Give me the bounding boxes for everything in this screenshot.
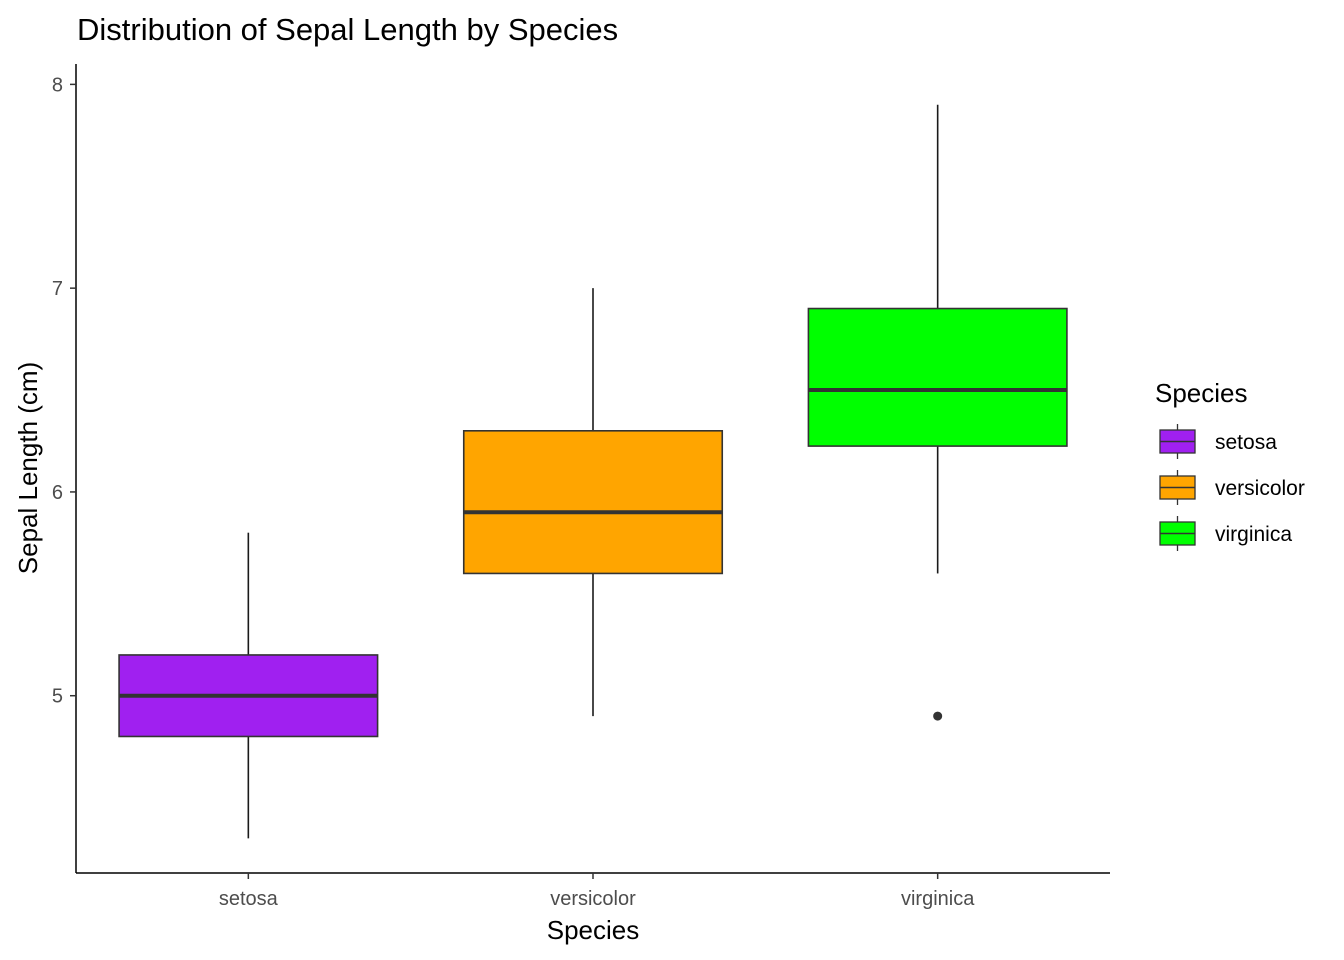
x-axis-title: Species xyxy=(547,915,640,945)
legend: Species setosa versicolor virginica xyxy=(1155,378,1305,551)
box-versicolor xyxy=(462,430,724,575)
y-axis-ticks: 5 6 7 8 xyxy=(52,74,76,708)
x-axis-ticks: setosa versicolor virginica xyxy=(219,873,975,910)
y-tick-label-6: 6 xyxy=(52,482,63,504)
legend-label-setosa: setosa xyxy=(1215,431,1277,454)
chart-title: Distribution of Sepal Length by Species xyxy=(77,12,618,47)
legend-label-virginica: virginica xyxy=(1215,523,1292,546)
y-tick-label-8: 8 xyxy=(52,74,63,96)
y-tick-label-5: 5 xyxy=(52,686,63,708)
x-tick-label-setosa: setosa xyxy=(219,888,279,910)
legend-title: Species xyxy=(1155,378,1248,408)
x-tick-label-virginica: virginica xyxy=(901,888,975,910)
plot-area xyxy=(118,104,1068,839)
x-tick-label-versicolor: versicolor xyxy=(550,888,636,910)
box-virginica xyxy=(807,307,1068,447)
outlier-point-virginica-0 xyxy=(933,711,943,721)
y-tick-label-7: 7 xyxy=(52,278,63,300)
legend-label-versicolor: versicolor xyxy=(1215,477,1305,500)
y-axis-title: Sepal Length (cm) xyxy=(13,362,43,574)
